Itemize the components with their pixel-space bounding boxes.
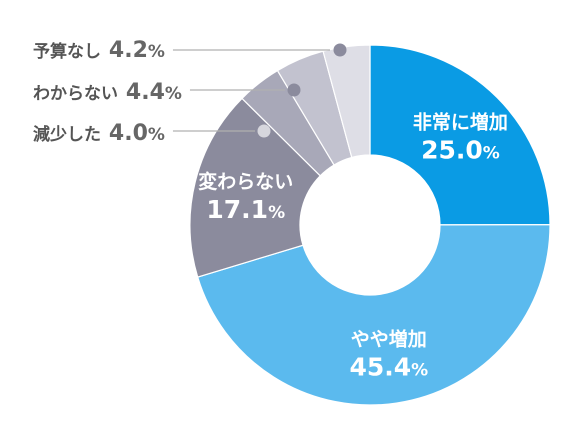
leader-marker-5 [333, 43, 347, 57]
slice-value-0: 25.0% [421, 135, 500, 164]
slice-label-2: 変わらない [198, 170, 293, 193]
slice-value-2: 17.1% [206, 195, 285, 224]
slice-label-3: 減少した 4.0% [33, 121, 165, 146]
slice-value-1: 45.4% [349, 353, 428, 382]
slice-label-0: 非常に増加 [413, 110, 508, 133]
slice-0 [369, 44, 551, 226]
leader-marker-4 [287, 83, 301, 97]
slice-label-4: わからない 4.4% [33, 80, 182, 105]
leader-marker-3 [257, 124, 271, 138]
slice-label-1: やや増加 [351, 328, 427, 351]
slice-label-5: 予算なし 4.2% [33, 38, 165, 63]
slice-group [189, 44, 551, 406]
slice-1 [196, 224, 551, 406]
slice-2 [189, 97, 322, 278]
